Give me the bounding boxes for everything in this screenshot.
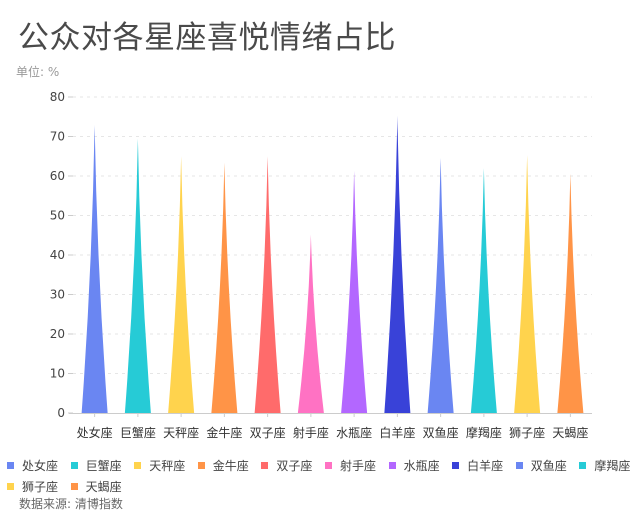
chart-plot: 0 10 20 30 40 50 60 70 80 处女座 巨蟹座 天秤座 金牛座 双子座 射手座 水瓶座白… <box>50 90 592 440</box>
legend-item[interactable]: 双鱼座 <box>515 457 580 474</box>
bar-处女座 <box>81 124 108 414</box>
x-tick-label: 天蝎座 <box>552 425 588 440</box>
legend-swatch-icon <box>452 462 460 469</box>
legend-item[interactable]: 摩羯座 <box>579 457 640 474</box>
bar-射手座 <box>297 234 324 413</box>
legend-label: 巨蟹座 <box>85 459 122 473</box>
bar-金牛座 <box>211 162 238 413</box>
unit-label: 单位: % <box>16 65 60 79</box>
y-tick-label: 70 <box>50 130 65 144</box>
legend-label: 天秤座 <box>149 459 186 473</box>
legend-label: 射手座 <box>339 459 376 473</box>
x-tick-label: 处女座 <box>77 425 113 440</box>
bar-狮子座 <box>514 155 541 413</box>
legend-swatch-icon <box>388 462 396 469</box>
bars <box>81 115 584 414</box>
legend-label: 双鱼座 <box>530 459 567 473</box>
bar-摩羯座 <box>470 168 497 413</box>
legend-label: 水瓶座 <box>403 459 440 473</box>
legend-swatch-icon <box>134 462 142 469</box>
y-tick-label: 80 <box>50 90 65 104</box>
bar-白羊座 <box>384 115 411 413</box>
y-tick-label: 10 <box>50 367 65 381</box>
y-tick-label: 30 <box>50 288 65 302</box>
x-tick-label: 射手座 <box>293 425 329 440</box>
bar-天秤座 <box>168 156 195 413</box>
legend-swatch-icon <box>579 462 587 469</box>
x-tick-label: 双子座 <box>250 425 286 440</box>
x-tick-label: 狮子座 <box>509 425 545 440</box>
legend-label: 狮子座 <box>22 480 59 494</box>
bar-天蝎座 <box>557 173 584 413</box>
legend-item[interactable]: 双子座 <box>261 457 325 474</box>
legend-item[interactable]: 水瓶座 <box>388 457 453 474</box>
legend-row: 处女座 巨蟹座 天秤座 金牛座 双子座 射手座 水瓶座 白羊座 双鱼座 摩羯座 <box>7 455 637 476</box>
y-axis: 0 10 20 30 40 50 60 70 80 <box>50 90 73 420</box>
legend-item[interactable]: 天秤座 <box>134 457 198 474</box>
x-tick-label: 巨蟹座 <box>120 425 156 440</box>
x-tick-label: 摩羯座 <box>466 425 502 440</box>
legend-item[interactable]: 金牛座 <box>197 457 262 474</box>
y-tick-label: 40 <box>50 248 65 262</box>
legend-item[interactable]: 射手座 <box>324 457 389 474</box>
legend-swatch-icon <box>70 462 78 469</box>
legend-label: 双子座 <box>276 459 313 473</box>
y-tick-label: 20 <box>50 327 65 341</box>
gridlines <box>73 96 592 374</box>
legend-label: 金牛座 <box>212 459 249 473</box>
x-tick-label: 金牛座 <box>206 425 242 440</box>
legend-swatch-icon <box>515 462 523 469</box>
legend-item[interactable]: 天蝎座 <box>70 478 135 495</box>
legend-swatch-icon <box>261 462 269 469</box>
legend-swatch-icon <box>197 462 205 469</box>
legend-label: 白羊座 <box>467 459 504 473</box>
legend-row: 狮子座 天蝎座 <box>7 476 637 497</box>
x-tick-label: 天秤座 <box>163 425 199 440</box>
legend-item[interactable]: 处女座 <box>7 457 71 474</box>
legend: 处女座 巨蟹座 天秤座 金牛座 双子座 射手座 水瓶座 白羊座 双鱼座 摩羯座 狮子座 天蝎座 <box>7 455 637 497</box>
legend-label: 摩羯座 <box>594 459 631 473</box>
legend-item[interactable]: 狮子座 <box>7 478 71 495</box>
y-tick-label: 50 <box>50 209 65 223</box>
x-tick-label: 双鱼座 <box>423 425 459 440</box>
x-tick-label: 水瓶座 <box>336 425 372 440</box>
bar-双子座 <box>254 156 281 413</box>
y-tick-label: 60 <box>50 169 65 183</box>
legend-swatch-icon <box>70 483 78 490</box>
y-tick-label: 0 <box>57 406 65 420</box>
legend-swatch-icon <box>7 462 14 469</box>
legend-item[interactable]: 白羊座 <box>452 457 516 474</box>
legend-label: 处女座 <box>22 459 59 473</box>
chart-title: 公众对各星座喜悦情绪占比 <box>18 20 396 56</box>
bar-水瓶座 <box>341 170 368 413</box>
x-tick-label: 白羊座 <box>379 425 415 440</box>
legend-label: 天蝎座 <box>85 480 122 494</box>
bar-双鱼座 <box>427 157 454 413</box>
bar-巨蟹座 <box>124 138 151 413</box>
x-axis: 处女座 巨蟹座 天秤座 金牛座 双子座 射手座 水瓶座 白羊座 双鱼座 摩羯座 狮子座 天蝎座 <box>69 413 592 440</box>
legend-item[interactable]: 巨蟹座 <box>70 457 135 474</box>
legend-swatch-icon <box>7 483 14 490</box>
data-source: 数据来源: 清博指数 <box>19 497 123 511</box>
legend-swatch-icon <box>324 462 332 469</box>
